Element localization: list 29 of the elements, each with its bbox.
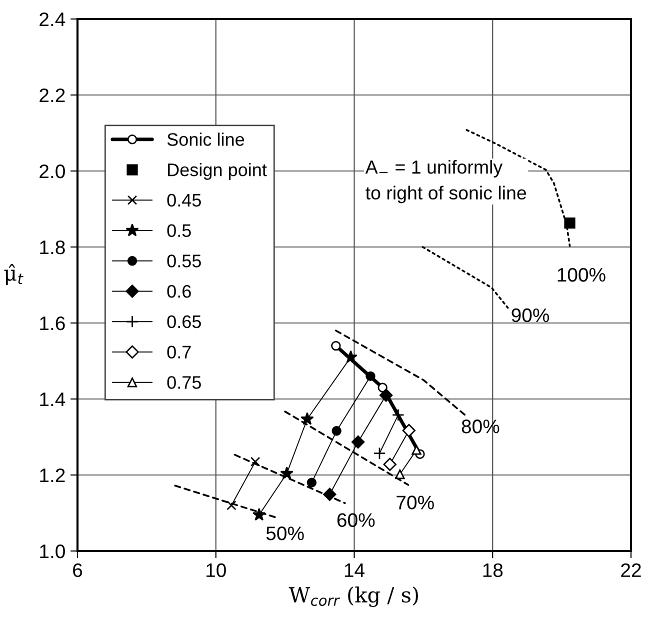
legend-label: 0.7 (167, 346, 191, 358)
y-tick-label: 2.2 (40, 88, 65, 102)
annotation: A$_{−}$ = 1 uniformly to right of sonic line (365, 160, 526, 204)
y-axis-title: μ̂$_{t}$ (4, 264, 24, 285)
x-tick-label: 18 (483, 563, 503, 578)
y-tick-label: 2.4 (40, 12, 66, 26)
annotation: 90% (512, 308, 550, 322)
annotation: 50% (266, 526, 304, 540)
legend-label: 0.55 (167, 254, 201, 268)
y-tick-label: 1.6 (40, 316, 65, 330)
legend-label: Design point (168, 162, 267, 180)
legend-label: 0.75 (167, 376, 201, 389)
annotation: 70% (396, 496, 434, 510)
x-tick-label: 22 (621, 563, 641, 577)
x-tick-label: 6 (73, 563, 82, 578)
legend-label: 0.45 (167, 194, 201, 207)
legend-label: 0.5 (167, 224, 191, 238)
legend-label: Sonic line (167, 132, 244, 146)
legend-label: 0.6 (167, 284, 191, 298)
x-tick-label: 10 (206, 563, 226, 578)
annotation: 100% (558, 268, 606, 282)
x-tick-label: 14 (344, 564, 364, 577)
y-tick-label: 1.2 (40, 468, 65, 482)
legend-label: 0.65 (167, 315, 201, 328)
y-tick-label: 1.0 (40, 544, 65, 558)
y-tick-label: 1.8 (40, 240, 65, 254)
y-tick-label: 1.4 (40, 392, 66, 406)
x-axis-title: W$_{corr}$ (kg / s) (288, 586, 418, 607)
y-tick-label: 2.0 (40, 164, 65, 178)
